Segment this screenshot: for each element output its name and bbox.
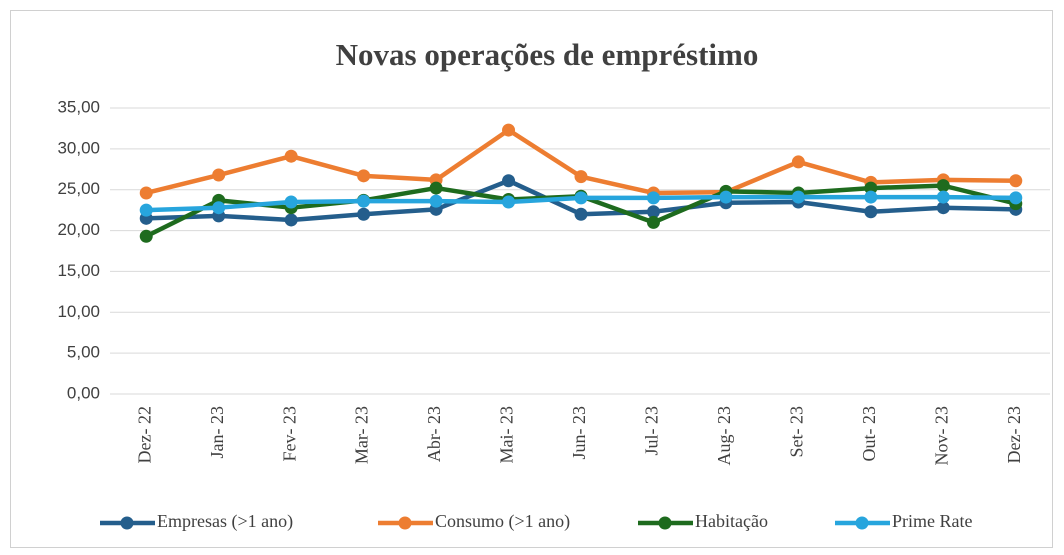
legend-label: Consumo (>1 ano) bbox=[435, 511, 570, 532]
data-point bbox=[1009, 191, 1023, 205]
data-point bbox=[212, 168, 226, 182]
y-tick-label: 5,00 bbox=[67, 343, 100, 362]
x-tick-label: Set- 23 bbox=[787, 406, 807, 458]
x-tick-label: Mar- 23 bbox=[352, 406, 372, 464]
data-point bbox=[1009, 174, 1023, 188]
data-point bbox=[864, 190, 878, 204]
data-point bbox=[357, 194, 371, 208]
legend-marker bbox=[855, 516, 869, 530]
data-point bbox=[284, 195, 298, 209]
x-tick-label: Jun- 23 bbox=[569, 406, 589, 460]
data-point bbox=[791, 190, 805, 204]
data-point bbox=[791, 155, 805, 169]
data-point bbox=[936, 179, 950, 193]
data-point bbox=[719, 190, 733, 204]
y-tick-label: 15,00 bbox=[57, 261, 100, 280]
x-tick-label: Dez- 22 bbox=[134, 406, 154, 463]
x-tick-label: Aug- 23 bbox=[714, 406, 734, 466]
data-point bbox=[212, 201, 226, 215]
x-tick-label: Fev- 23 bbox=[279, 406, 299, 462]
data-point bbox=[864, 205, 878, 219]
data-point bbox=[574, 170, 588, 184]
data-point bbox=[646, 205, 660, 219]
data-point bbox=[574, 207, 588, 221]
y-tick-label: 20,00 bbox=[57, 220, 100, 239]
data-point bbox=[646, 191, 660, 205]
legend-label: Prime Rate bbox=[892, 511, 972, 531]
data-point bbox=[429, 194, 443, 208]
chart-frame bbox=[10, 10, 1053, 548]
legend-marker bbox=[120, 516, 134, 530]
data-point bbox=[502, 174, 516, 188]
data-point bbox=[429, 181, 443, 195]
data-point bbox=[574, 191, 588, 205]
x-tick-label: Nov- 23 bbox=[931, 406, 951, 466]
x-tick-label: Out- 23 bbox=[859, 406, 879, 462]
data-point bbox=[936, 190, 950, 204]
data-point bbox=[502, 195, 516, 209]
data-point bbox=[284, 213, 298, 227]
data-point bbox=[284, 149, 298, 163]
x-tick-label: Dez- 23 bbox=[1004, 406, 1024, 463]
legend-marker bbox=[658, 516, 672, 530]
data-point bbox=[646, 215, 660, 229]
y-tick-label: 30,00 bbox=[57, 138, 100, 157]
y-tick-label: 10,00 bbox=[57, 302, 100, 321]
data-point bbox=[139, 229, 153, 243]
data-point bbox=[357, 207, 371, 221]
data-point bbox=[357, 169, 371, 183]
chart-title: Novas operações de empréstimo bbox=[336, 37, 759, 72]
x-tick-label: Abr- 23 bbox=[424, 406, 444, 462]
x-tick-label: Jan- 23 bbox=[207, 406, 227, 459]
x-tick-label: Jul- 23 bbox=[642, 406, 662, 456]
y-tick-label: 35,00 bbox=[57, 97, 100, 116]
x-tick-label: Mai- 23 bbox=[497, 406, 517, 464]
data-point bbox=[936, 201, 950, 215]
legend-marker bbox=[398, 516, 412, 530]
data-point bbox=[502, 123, 516, 137]
y-tick-label: 0,00 bbox=[67, 383, 100, 402]
data-point bbox=[139, 203, 153, 217]
y-tick-label: 25,00 bbox=[57, 179, 100, 198]
legend-label: Empresas (>1 ano) bbox=[157, 511, 293, 532]
data-point bbox=[864, 181, 878, 195]
legend-label: Habitação bbox=[695, 511, 768, 531]
data-point bbox=[139, 186, 153, 200]
